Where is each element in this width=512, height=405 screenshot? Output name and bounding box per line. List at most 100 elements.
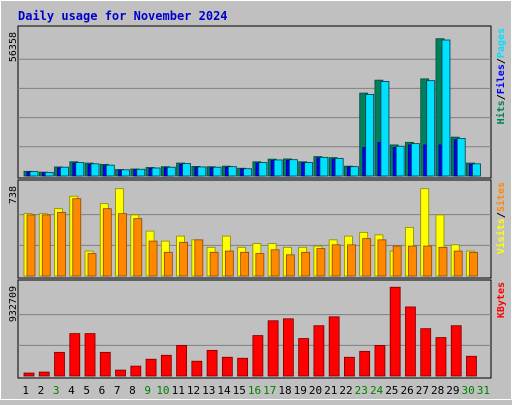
- hits-panel-bar-pages-day-24: [380, 81, 390, 177]
- hits-panel-bar-pages-day-20: [319, 156, 329, 177]
- day-label-2: 2: [38, 384, 45, 397]
- day-label-1: 1: [22, 384, 29, 397]
- kbytes-panel-legend: KBytes: [496, 282, 507, 318]
- kbytes-panel-bar-kbytes-day-6: [99, 351, 111, 377]
- hits-panel-bar-pages-day-9: [151, 167, 161, 177]
- visits-panel-bar-sites-day-17: [270, 249, 280, 277]
- hits-panel-frame: [17, 25, 492, 179]
- visits-panel-bar-sites-day-9: [148, 240, 158, 277]
- hits-panel-bar-pages-day-26: [411, 143, 420, 177]
- hits-panel-bar-pages-day-5: [90, 163, 100, 177]
- day-label-16: 16: [248, 384, 261, 397]
- day-label-26: 26: [400, 384, 413, 397]
- hits-panel-legend-item: Pages: [496, 28, 507, 58]
- visits-panel-bar-sites-day-19: [301, 251, 311, 277]
- kbytes-panel-bar-kbytes-day-1: [23, 372, 35, 377]
- kbytes-panel-bar-kbytes-day-7: [115, 369, 126, 377]
- kbytes-panel-bar-kbytes-day-19: [298, 338, 310, 377]
- kbytes-panel-bar-kbytes-day-12: [191, 360, 203, 377]
- visits-panel-bar-sites-day-28: [438, 246, 448, 277]
- hits-panel-bar-pages-day-18: [288, 159, 298, 177]
- hits-panel-bar-pages-day-11: [182, 163, 191, 177]
- kbytes-panel-max-label: 932709: [8, 286, 19, 322]
- day-label-31: 31: [477, 384, 490, 397]
- visits-panel-bar-sites-day-6: [102, 208, 112, 277]
- hits-panel-bar-pages-day-14: [227, 166, 237, 177]
- hits-panel-bar-pages-day-6: [105, 164, 115, 177]
- visits-panel-bar-sites-day-16: [255, 253, 265, 277]
- hits-panel-bar-pages-day-21: [334, 157, 344, 177]
- visits-panel-bar-sites-day-22: [347, 244, 356, 277]
- day-label-12: 12: [187, 384, 200, 397]
- day-label-6: 6: [99, 384, 106, 397]
- hits-panel-max-label: 56358: [8, 32, 19, 62]
- visits-panel-bar-sites-day-4: [72, 198, 82, 277]
- hits-panel-bar-pages-day-16: [258, 162, 268, 177]
- hits-panel-bar-pages-day-7: [121, 169, 130, 177]
- kbytes-panel-bar-kbytes-day-30: [466, 355, 477, 377]
- day-label-13: 13: [202, 384, 215, 397]
- visits-panel-legend-item: /: [496, 212, 507, 218]
- day-label-23: 23: [355, 384, 368, 397]
- visits-panel-bar-sites-day-8: [133, 218, 143, 277]
- visits-panel-bar-sites-day-3: [57, 212, 66, 277]
- visits-panel-bar-sites-day-20: [316, 248, 326, 277]
- hits-panel-bar-pages-day-30: [472, 163, 481, 177]
- visits-panel-bar-sites-day-12: [194, 239, 204, 277]
- hits-panel-bar-pages-day-15: [243, 168, 253, 177]
- chart-title: Daily usage for November 2024: [18, 9, 228, 23]
- kbytes-panel-bar-kbytes-day-9: [145, 358, 157, 377]
- day-label-28: 28: [431, 384, 444, 397]
- day-label-25: 25: [385, 384, 398, 397]
- hits-panel-bar-pages-day-27: [426, 80, 436, 177]
- day-label-24: 24: [370, 384, 384, 397]
- kbytes-panel-bar-kbytes-day-13: [206, 349, 218, 377]
- hits-panel-bar-pages-day-12: [197, 166, 207, 177]
- visits-panel-bar-sites-day-10: [163, 251, 173, 277]
- day-label-19: 19: [294, 384, 307, 397]
- visits-panel-bar-sites-day-24: [377, 239, 387, 277]
- kbytes-panel-bar-kbytes-day-11: [176, 345, 187, 377]
- hits-panel-bar-pages-day-2: [44, 171, 54, 177]
- day-label-7: 7: [114, 384, 121, 397]
- day-label-29: 29: [446, 384, 459, 397]
- visits-panel-legend-item: Visits: [495, 218, 507, 254]
- kbytes-panel-bar-kbytes-day-2: [38, 371, 50, 377]
- day-label-27: 27: [416, 384, 429, 397]
- kbytes-panel-bar-kbytes-day-3: [54, 351, 65, 377]
- day-label-9: 9: [144, 384, 151, 397]
- kbytes-panel-bar-kbytes-day-5: [84, 333, 96, 377]
- hits-panel-bar-pages-day-17: [273, 159, 283, 177]
- kbytes-panel-bar-kbytes-day-21: [328, 316, 340, 377]
- day-label-21: 21: [324, 384, 337, 397]
- hits-panel-bar-pages-day-23: [365, 93, 375, 177]
- hits-panel-legend-item: /: [496, 94, 507, 100]
- visits-panel-bar-sites-day-7: [118, 213, 127, 277]
- kbytes-panel-bar-kbytes-day-16: [252, 335, 264, 377]
- kbytes-panel-bar-kbytes-day-15: [237, 357, 249, 377]
- hits-panel-bar-pages-day-28: [441, 39, 451, 177]
- visits-panel-bar-sites-day-25: [392, 245, 402, 277]
- day-label-18: 18: [278, 384, 291, 397]
- day-label-17: 17: [263, 384, 276, 397]
- visits-panel-bar-sites-day-1: [26, 214, 36, 277]
- day-label-11: 11: [172, 384, 185, 397]
- kbytes-panel-bar-kbytes-day-26: [405, 306, 416, 377]
- kbytes-panel-bar-kbytes-day-17: [267, 320, 279, 377]
- hits-panel-bar-pages-day-25: [395, 145, 405, 177]
- hits-panel-bar-pages-day-13: [212, 166, 222, 177]
- day-label-30: 30: [461, 384, 474, 397]
- day-label-10: 10: [156, 384, 169, 397]
- visits-panel-bar-sites-day-5: [87, 253, 97, 277]
- day-label-4: 4: [68, 384, 75, 397]
- visits-panel-bar-sites-day-13: [209, 251, 219, 277]
- kbytes-panel-bar-kbytes-day-27: [420, 328, 432, 377]
- visits-panel-bar-sites-day-21: [331, 244, 341, 277]
- day-label-8: 8: [129, 384, 136, 397]
- visits-panel-bar-sites-day-14: [224, 250, 234, 277]
- kbytes-panel-bar-kbytes-day-10: [160, 354, 172, 377]
- visits-panel-bar-sites-day-15: [240, 251, 250, 277]
- visits-panel-legend: Visits/Sites: [495, 182, 507, 254]
- hits-panel-bar-pages-day-8: [136, 168, 146, 177]
